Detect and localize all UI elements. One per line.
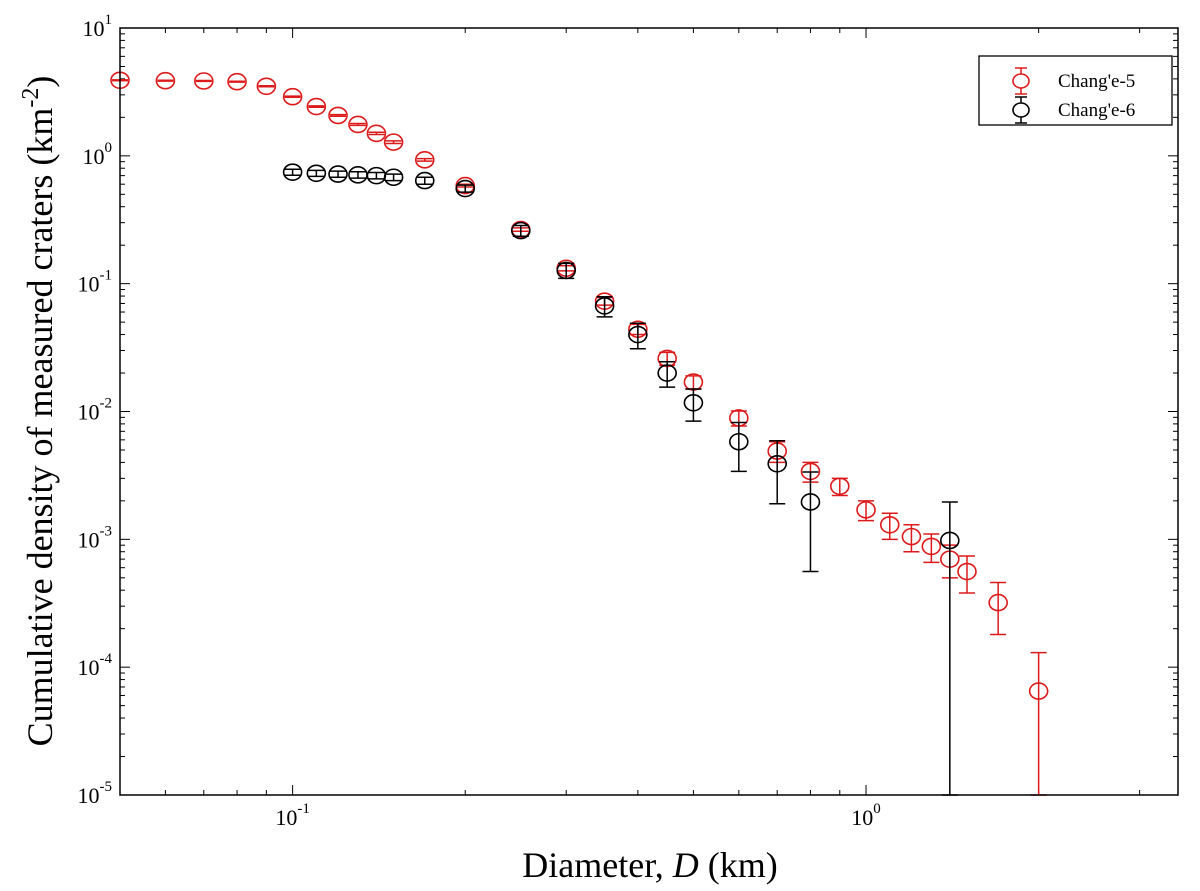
x-tick-label: 10-1 [275,801,310,830]
data-point [829,477,850,496]
data-point [683,393,704,412]
data-point [856,501,876,519]
y-tick-label: 101 [83,12,113,41]
series-change5 [110,71,1049,796]
legend: Chang'e-5 Chang'e-6 [978,55,1173,126]
error-bar [368,131,385,136]
error-bar [685,375,702,390]
data-point [988,593,1008,612]
legend-entry-change6 [1012,96,1030,124]
error-bar [349,171,366,179]
error-bar [157,79,174,82]
error-bar [990,581,1007,636]
error-bar [881,512,898,541]
data-point [767,454,788,473]
data-point [256,77,277,96]
legend-marker [1012,73,1030,89]
error-bar [958,555,975,594]
data-point [155,71,176,90]
data-point [879,515,900,534]
legend-marker [1012,102,1030,118]
y-tick-label: 10-3 [78,523,113,552]
data-point [510,221,531,240]
error-bar [284,168,301,176]
error-bar [457,184,474,193]
series-change6 [282,163,960,796]
error-bar [685,388,702,422]
legend-label-change5: Chang'e-5 [1058,71,1135,92]
data-point [282,87,303,106]
error-bar [258,85,275,88]
x-tick-label: 100 [851,801,881,830]
error-bar [368,171,385,180]
y-tick-label: 10-4 [78,651,113,680]
data-point [901,527,922,546]
data-point [414,171,435,190]
data-point [193,72,214,90]
legend-box [978,55,1173,126]
data-point [383,133,404,151]
data-point [729,432,749,451]
error-bar [349,122,366,127]
data-point [306,164,327,183]
y-tick-label: 100 [83,140,113,169]
data-point [227,72,247,91]
data-point [657,364,677,382]
legend-label-change6: Chang'e-6 [1058,100,1135,121]
y-axis-title: Cumulative density of measured craters (… [18,76,60,747]
data-point [328,106,348,125]
error-bar [416,176,433,185]
data-point [282,163,303,181]
x-tick-labels: 10-1 100 [275,801,880,830]
error-bar [195,79,212,83]
data-point [921,537,942,556]
error-bar [229,80,246,83]
data-point [455,179,476,198]
error-bar [308,169,325,178]
y-tick-label: 10-2 [78,396,113,425]
data-point [628,325,648,344]
data-point [306,97,327,116]
data-point [594,297,615,315]
axis-ticks [119,27,1178,796]
error-bar [330,170,347,178]
data-point [800,493,821,511]
error-bar [385,173,402,182]
data-point [414,151,435,169]
data-point [957,562,977,581]
plot-frame [119,27,1179,796]
error-bar [730,421,747,473]
data-point [383,168,404,187]
data-point [1028,682,1049,700]
error-bar [629,322,646,350]
x-axis-title: Diameter, D (km) [522,845,777,885]
error-bar [308,105,325,108]
error-bar [659,361,676,388]
data-point [940,531,960,550]
legend-entry-change5 [1012,67,1030,95]
error-bar [1030,651,1047,796]
y-tick-label: 10-1 [78,268,113,297]
y-tick-labels: 101 100 10-1 10-2 10-3 10-4 10-5 [78,12,113,808]
data-point [328,165,348,183]
error-bar [330,113,347,118]
data-series [110,71,1049,796]
error-bar [416,157,433,162]
error-bar [802,471,819,573]
data-point [348,115,368,134]
error-bar [385,140,402,145]
y-tick-label: 10-5 [78,779,113,808]
data-point [366,124,387,143]
data-point [556,261,577,280]
error-bar [284,95,301,99]
